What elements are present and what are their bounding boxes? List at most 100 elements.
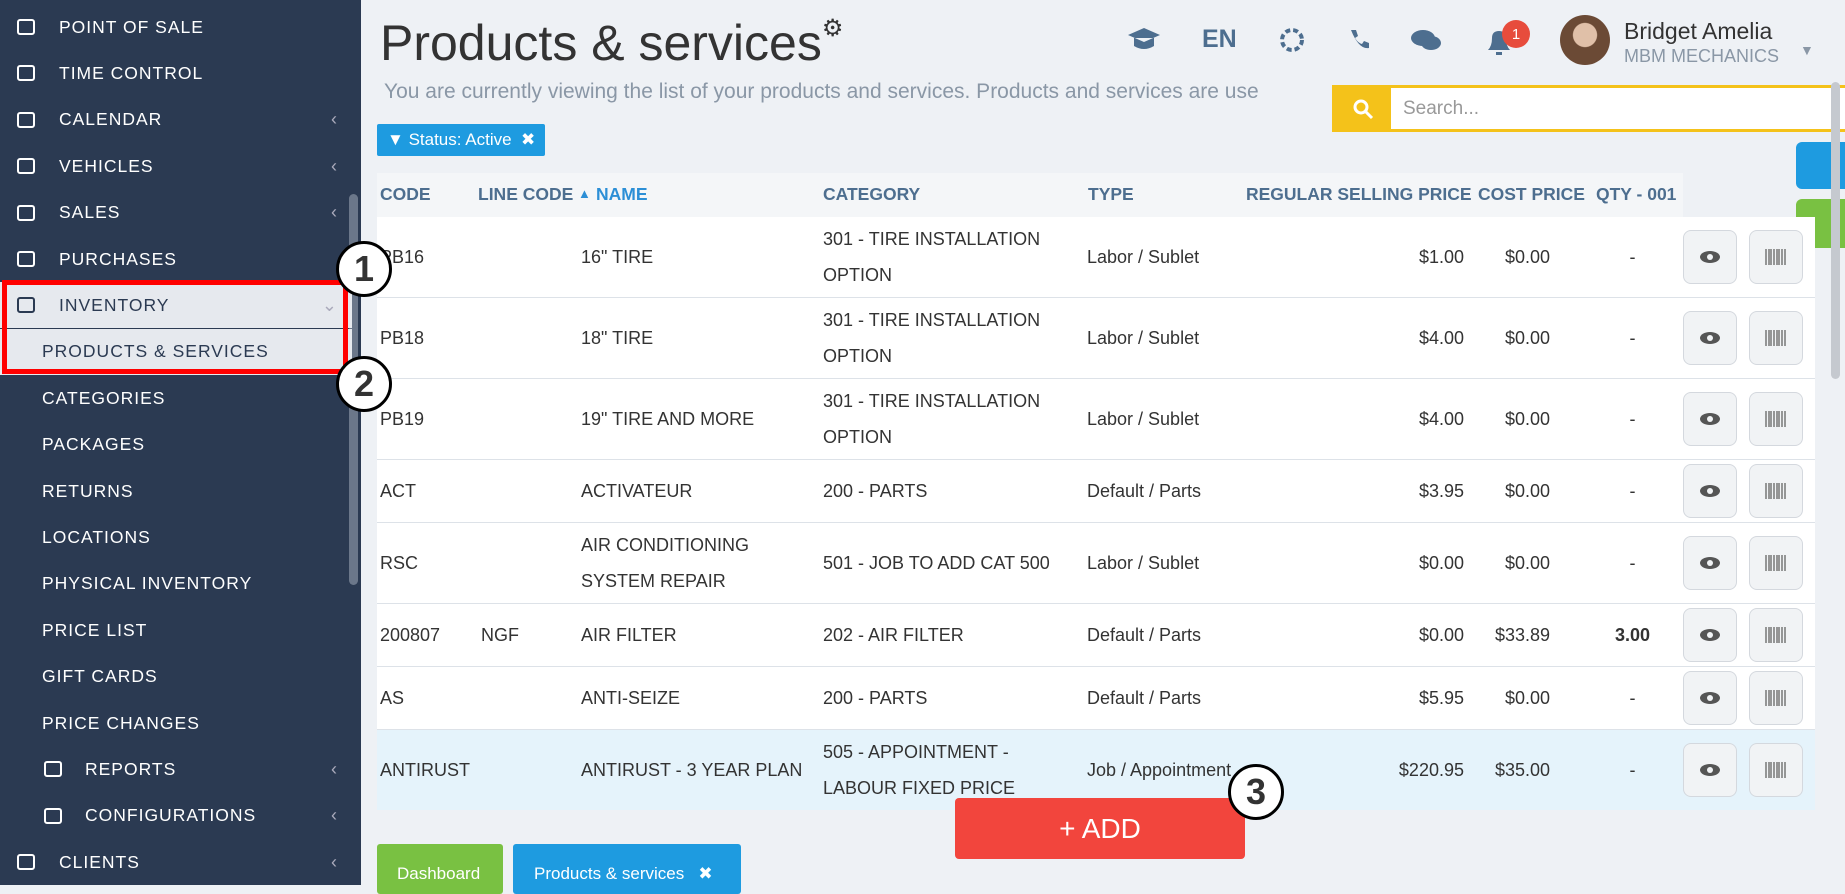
column-header[interactable]: CODE (380, 184, 431, 204)
menu-icon (17, 111, 35, 128)
column-header[interactable]: COST PRICE (1478, 184, 1585, 204)
menu-item[interactable]: GIFT CARDS (0, 654, 352, 700)
table-row[interactable]: RSC AIR CONDITIONING SYSTEM REPAIR 501 - J… (377, 523, 1815, 604)
barcode-button[interactable] (1749, 608, 1803, 662)
menu-chevron: ‹ (331, 758, 338, 779)
cell: Labor / Sublet (1087, 409, 1200, 429)
menu-item[interactable]: PRODUCTS & SERVICES (0, 328, 352, 375)
column-header[interactable]: LINE CODE (478, 184, 574, 204)
help-icon[interactable] (1126, 26, 1162, 52)
table-row[interactable]: PB18 18" TIRE 301 - TIRE INSTALLATION OPTI… (377, 298, 1815, 379)
language[interactable]: EN (1202, 25, 1237, 53)
phone-icon[interactable] (1347, 28, 1371, 52)
menu-chevron: ‹ (331, 805, 338, 826)
column-header[interactable]: CATEGORY (823, 184, 921, 204)
column-header[interactable]: REGULAR SELLING PRICE (1246, 184, 1472, 204)
search-box[interactable]: Search... (1332, 85, 1845, 132)
view-button[interactable] (1683, 230, 1737, 284)
add-button[interactable]: + ADD (955, 798, 1245, 859)
tab[interactable]: Dashboard (377, 844, 503, 894)
menu-item[interactable]: TIME CONTROL (0, 50, 352, 96)
menu-item[interactable]: PACKAGES (0, 422, 352, 468)
menu-item[interactable]: CLIENTS ‹ (0, 839, 352, 885)
view-button[interactable] (1683, 536, 1737, 590)
menu-item[interactable]: POINT OF SALE (0, 4, 352, 50)
user-caret[interactable]: ▼ (1800, 42, 1814, 58)
cell: $0.00 (1504, 247, 1550, 267)
cell: NGF (481, 625, 519, 645)
view-button[interactable] (1683, 311, 1737, 365)
menu-item[interactable]: PRICE LIST (0, 607, 352, 653)
view-button[interactable] (1683, 743, 1737, 797)
filter-chip-text: Status: Active (408, 130, 512, 149)
menu-label: PHYSICAL INVENTORY (42, 573, 253, 594)
cell: $4.00 (1418, 328, 1464, 348)
column-header[interactable]: QTY - 001 (1596, 184, 1677, 204)
cell: $0.00 (1504, 409, 1550, 429)
menu-item[interactable]: CATEGORIES (0, 375, 352, 421)
search-button[interactable] (1335, 88, 1391, 129)
table-row[interactable]: PB19 19" TIRE AND MORE 301 - TIRE INSTALLA… (377, 379, 1815, 460)
menu-icon (17, 19, 35, 35)
column-header[interactable]: TYPE (1088, 184, 1134, 204)
cell: Labor / Sublet (1087, 553, 1200, 573)
cell: PB16 (380, 247, 425, 267)
table-row[interactable]: PB16 16" TIRE 301 - TIRE INSTALLATION OPTI… (377, 217, 1815, 298)
table-row[interactable]: 200807 NGF AIR FILTER 202 - AIR FILTER Defau… (377, 604, 1815, 667)
menu-label: CLIENTS (59, 851, 140, 872)
barcode-button[interactable] (1749, 536, 1803, 590)
cell: ACTIVATEUR (581, 481, 693, 501)
menu-label: CONFIGURATIONS (85, 805, 257, 826)
menu-icon (17, 297, 35, 314)
user-name[interactable]: Bridget Amelia (1624, 18, 1773, 44)
view-button[interactable] (1683, 671, 1737, 725)
barcode-button[interactable] (1749, 464, 1803, 518)
menu-item[interactable]: PRICE CHANGES (0, 700, 352, 746)
cell: 505 - APPOINTMENT - LABOUR FIXED PRICE (823, 742, 1016, 798)
menu-item[interactable]: PURCHASES (0, 236, 352, 282)
menu-item[interactable]: SALES ‹ (0, 190, 352, 236)
chat-icon[interactable] (1410, 27, 1442, 53)
menu-item[interactable]: INVENTORY ⌄ (0, 282, 352, 329)
filter-chip[interactable]: ▼ Status: Active ✖ (377, 124, 546, 156)
menu-label: TIME CONTROL (59, 62, 204, 83)
page-title: Products & services⚙ (380, 15, 844, 71)
barcode-button[interactable] (1749, 230, 1803, 284)
menu-label: PRODUCTS & SERVICES (42, 341, 269, 362)
menu-label: POINT OF SALE (59, 16, 204, 37)
table-row[interactable]: ANTIRUST ANTIRUST - 3 YEAR PLAN 505 - APPO… (377, 730, 1815, 810)
cell: Labor / Sublet (1087, 247, 1200, 267)
menu-icon (17, 65, 35, 82)
table-row[interactable]: AS ANTI-SEIZE 200 - PARTS Default / Parts $5… (377, 667, 1815, 730)
cell: - (1629, 247, 1636, 267)
cell: $5.95 (1418, 688, 1464, 708)
menu-item[interactable]: VEHICLES ‹ (0, 143, 352, 189)
table-row[interactable]: ACT ACTIVATEUR 200 - PARTS Default / Parts $… (377, 460, 1815, 523)
cell: Job / Appointment (1087, 760, 1232, 780)
menu-item[interactable]: CALENDAR ‹ (0, 97, 352, 143)
menu-item[interactable]: RETURNS (0, 468, 352, 514)
cell: ACT (380, 481, 416, 501)
cell: Default / Parts (1087, 625, 1202, 645)
column-header[interactable]: NAME (596, 184, 648, 204)
avatar[interactable] (1560, 15, 1610, 65)
menu-label: PRICE LIST (42, 619, 148, 640)
settings-icon[interactable] (1278, 26, 1306, 54)
tab[interactable]: Products & services ✖ (513, 844, 741, 894)
menu-item[interactable]: PHYSICAL INVENTORY (0, 561, 352, 607)
menu-icon (17, 158, 35, 175)
cell: $0.00 (1418, 625, 1464, 645)
barcode-button[interactable] (1749, 671, 1803, 725)
cell: PB19 (380, 409, 425, 429)
barcode-button[interactable] (1749, 743, 1803, 797)
view-button[interactable] (1683, 392, 1737, 446)
menu-item[interactable]: REPORTS ‹ (0, 746, 352, 792)
cell: - (1629, 760, 1636, 780)
cell: 301 - TIRE INSTALLATION OPTION (823, 229, 1041, 285)
view-button[interactable] (1683, 608, 1737, 662)
view-button[interactable] (1683, 464, 1737, 518)
menu-item[interactable]: CONFIGURATIONS ‹ (0, 793, 352, 839)
barcode-button[interactable] (1749, 311, 1803, 365)
menu-item[interactable]: LOCATIONS (0, 514, 352, 560)
barcode-button[interactable] (1749, 392, 1803, 446)
